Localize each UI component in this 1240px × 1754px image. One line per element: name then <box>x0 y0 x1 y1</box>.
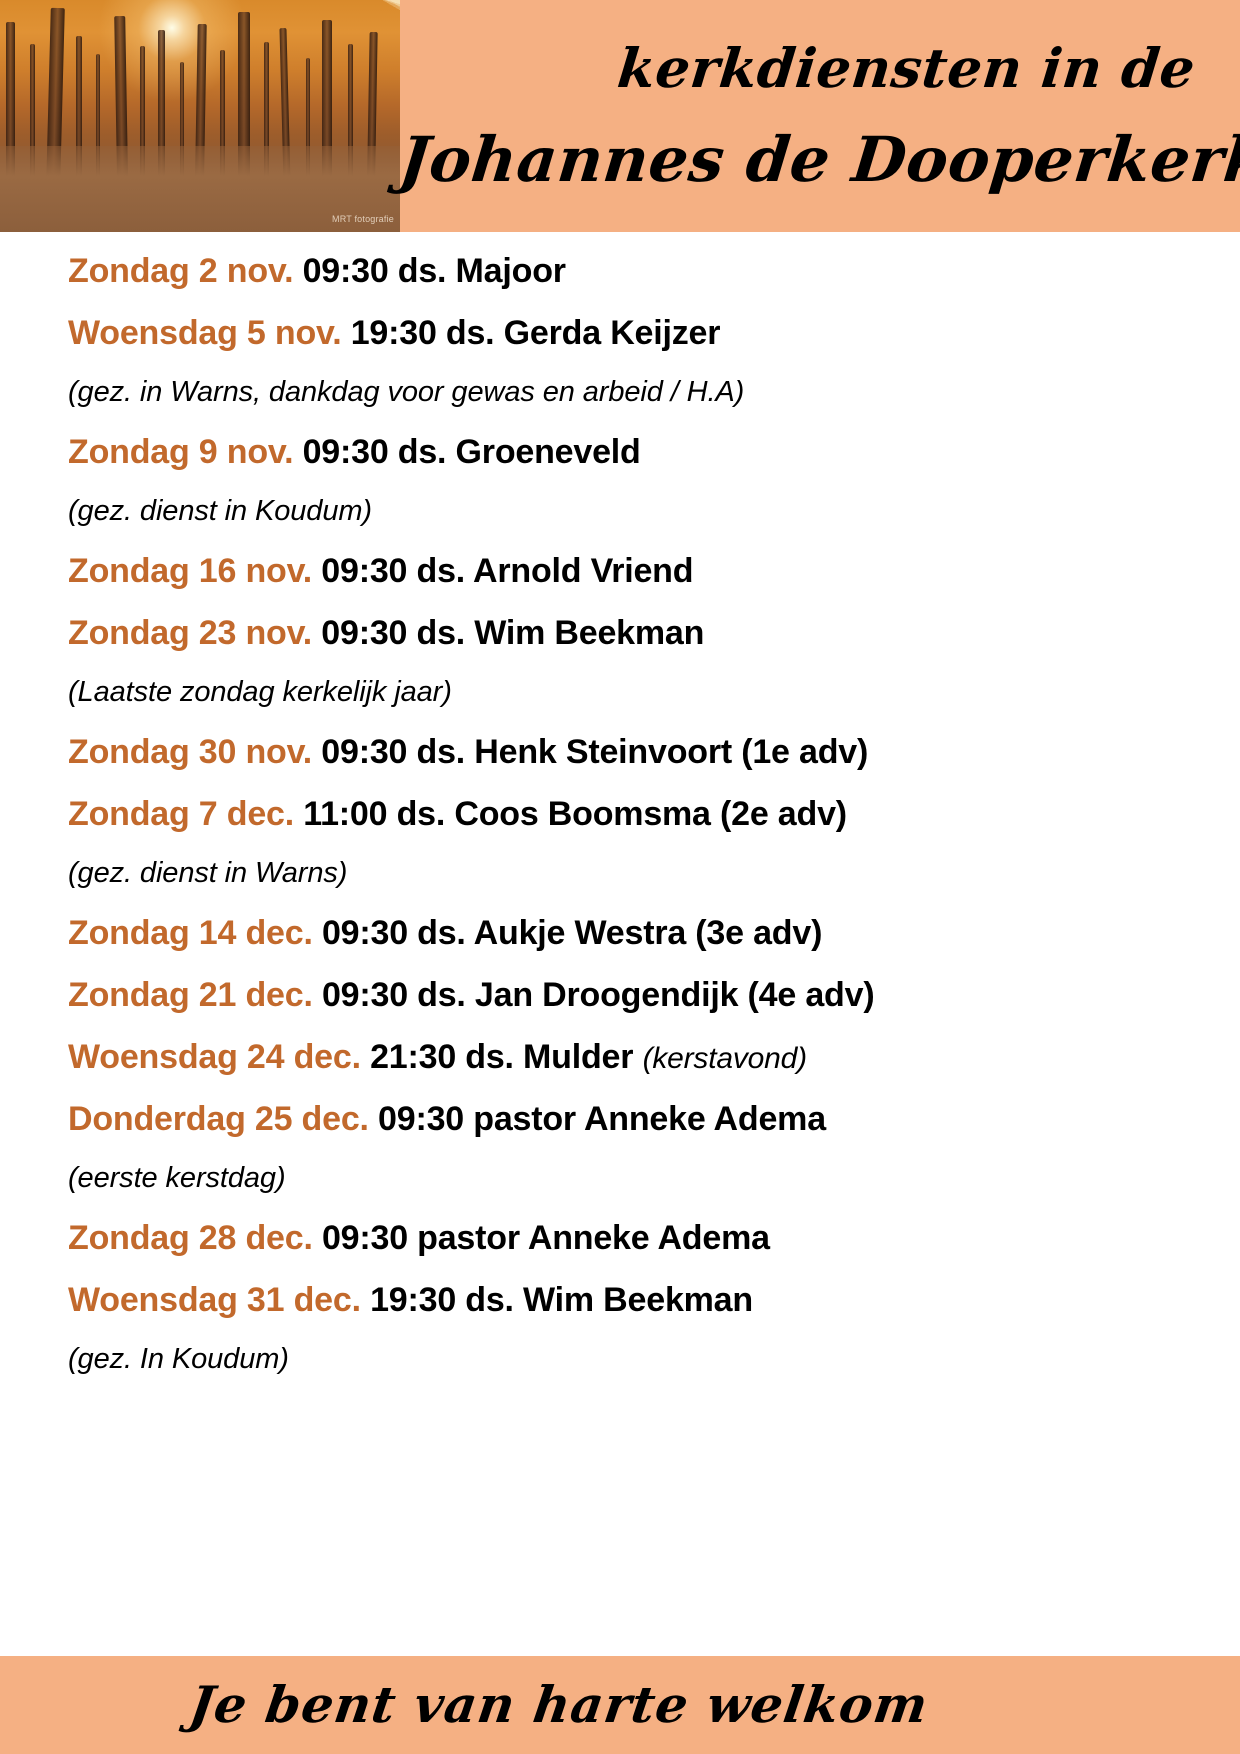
service-detail: 19:30 ds. Wim Beekman <box>370 1281 753 1319</box>
service-detail: 09:30 pastor Anneke Adema <box>321 1219 770 1257</box>
poster-footer: Je bent van harte welkom <box>0 1656 1240 1754</box>
service-detail: 09:30 ds. Wim Beekman <box>321 614 705 652</box>
service-date: Zondag 23 nov. <box>68 614 313 652</box>
service-date: Zondag 9 nov. <box>68 433 294 471</box>
tree-trunk <box>264 42 269 222</box>
autumn-forest-photo: MRT fotografie <box>0 0 400 232</box>
service-inline-note: (kerstavond) <box>642 1042 808 1075</box>
service-line: Zondag 30 nov. 09:30 ds. Henk Steinvoort… <box>68 735 1240 769</box>
poster-title-block: kerkdiensten in de Johannes de Dooperker… <box>396 0 1240 232</box>
welcome-message: Je bent van harte welkom <box>185 1675 933 1734</box>
tree-trunk <box>322 20 332 222</box>
service-date: Zondag 7 dec. <box>68 795 294 833</box>
service-line: Zondag 21 dec. 09:30 ds. Jan Droogendijk… <box>68 978 1240 1012</box>
service-note: (eerste kerstdag) <box>68 1162 286 1194</box>
service-detail: 09:30 ds. Groeneveld <box>302 433 641 471</box>
service-detail: 09:30 ds. Majoor <box>302 252 566 290</box>
service-line: Zondag 7 dec. 11:00 ds. Coos Boomsma (2e… <box>68 797 1240 831</box>
tree-trunk <box>76 36 82 222</box>
service-line: Zondag 2 nov. 09:30 ds. Majoor <box>68 254 1240 288</box>
service-line: Zondag 9 nov. 09:30 ds. Groeneveld <box>68 435 1240 469</box>
service-date: Zondag 21 dec. <box>68 976 313 1014</box>
tree-trunk <box>348 44 353 222</box>
service-note: (gez. In Koudum) <box>68 1343 289 1375</box>
service-detail: 09:30 pastor Anneke Adema <box>378 1100 826 1138</box>
tree-trunk <box>158 30 165 222</box>
service-note: (gez. in Warns, dankdag voor gewas en ar… <box>68 376 745 408</box>
poster-header: MRT fotografie kerkdiensten in de Johann… <box>0 0 1240 232</box>
tree-trunk <box>6 22 15 222</box>
forest-floor <box>0 146 400 232</box>
service-line: Zondag 23 nov. 09:30 ds. Wim Beekman <box>68 616 1240 650</box>
tree-trunk <box>220 50 225 222</box>
service-line: Zondag 16 nov. 09:30 ds. Arnold Vriend <box>68 554 1240 588</box>
service-line: Zondag 14 dec. 09:30 ds. Aukje Westra (3… <box>68 916 1240 950</box>
service-detail: 19:30 ds. Gerda Keijzer <box>350 314 721 352</box>
service-detail: 21:30 ds. Mulder <box>370 1038 634 1076</box>
service-line: Woensdag 24 dec. 21:30 ds. Mulder (kerst… <box>68 1040 1240 1074</box>
service-line: Zondag 28 dec. 09:30 pastor Anneke Adema <box>68 1221 1240 1255</box>
page-title-line2: Johannes de Dooperkerk <box>396 123 1240 196</box>
service-note: (gez. dienst in Koudum) <box>68 495 372 527</box>
tree-trunk <box>96 54 100 222</box>
service-schedule-list: Zondag 2 nov. 09:30 ds. Majoor Woensdag 5… <box>0 232 1240 1374</box>
service-line: Woensdag 31 dec. 19:30 ds. Wim Beekman <box>68 1283 1240 1317</box>
tree-trunk <box>30 44 35 222</box>
page-title-line1: kerkdiensten in de <box>615 36 1199 100</box>
tree-trunk <box>140 46 145 222</box>
service-date: Woensdag 31 dec. <box>68 1281 361 1319</box>
service-date: Zondag 28 dec. <box>68 1219 313 1257</box>
service-date: Woensdag 5 nov. <box>68 314 342 352</box>
tree-trunk <box>306 58 310 222</box>
service-date: Zondag 2 nov. <box>68 252 294 290</box>
service-detail: 09:30 ds. Jan Droogendijk (4e adv) <box>321 976 875 1014</box>
service-detail: 11:00 ds. Coos Boomsma (2e adv) <box>303 795 847 833</box>
service-note: (gez. dienst in Warns) <box>68 857 348 889</box>
tree-trunk <box>180 62 184 222</box>
service-date: Zondag 30 nov. <box>68 733 313 771</box>
service-line: Woensdag 5 nov. 19:30 ds. Gerda Keijzer <box>68 316 1240 350</box>
photo-credit-watermark: MRT fotografie <box>332 213 394 224</box>
service-detail: 09:30 ds. Aukje Westra (3e adv) <box>321 914 823 952</box>
service-note: (Laatste zondag kerkelijk jaar) <box>68 676 452 708</box>
service-date: Zondag 14 dec. <box>68 914 313 952</box>
service-date: Donderdag 25 dec. <box>68 1100 369 1138</box>
service-date: Zondag 16 nov. <box>68 552 313 590</box>
service-line: Donderdag 25 dec. 09:30 pastor Anneke Ad… <box>68 1102 1240 1136</box>
service-detail: 09:30 ds. Henk Steinvoort (1e adv) <box>321 733 869 771</box>
service-detail: 09:30 ds. Arnold Vriend <box>321 552 694 590</box>
service-date: Woensdag 24 dec. <box>68 1038 361 1076</box>
